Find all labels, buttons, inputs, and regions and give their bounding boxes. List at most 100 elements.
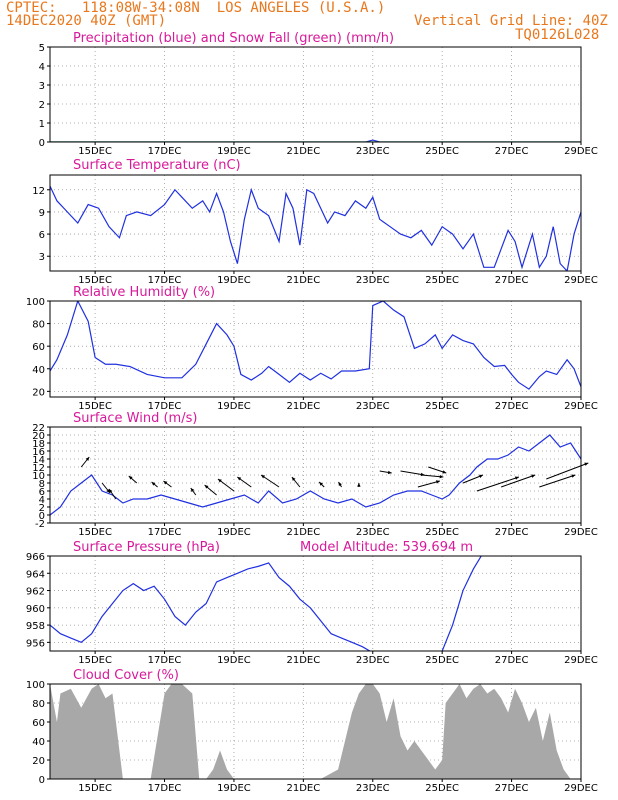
panel-title-precip: Precipitation (blue) and Snow Fall (gree…	[73, 31, 394, 46]
wind-arrow	[539, 474, 576, 488]
y-tick-label: 958	[26, 621, 45, 632]
y-tick-label: 22	[32, 423, 45, 434]
panel-frame	[49, 174, 582, 272]
x-tick-label: 23DEC	[356, 655, 390, 666]
series-line-wind-0	[50, 434, 581, 516]
panel-temp: 3 6 9 12 15DEC 17DEC 19DEC 21DEC 23DEC 25DEC 27DEC…	[32, 158, 598, 286]
y-tick-label: 6	[39, 487, 45, 498]
x-tick-label: 27DEC	[495, 401, 529, 412]
wind-arrowhead	[190, 488, 195, 492]
x-tick-label: 21DEC	[286, 275, 320, 286]
y-tick-label: 966	[26, 552, 45, 563]
y-tick-label: 3	[39, 252, 45, 263]
panel-title-rh: Relative Humidity (%)	[73, 285, 215, 300]
x-tick-label: 17DEC	[148, 655, 182, 666]
x-tick-label: 17DEC	[148, 401, 182, 412]
x-tick-label: 19DEC	[217, 146, 251, 157]
x-tick-label: 17DEC	[148, 527, 182, 538]
x-tick-label: 23DEC	[356, 527, 390, 538]
wind-arrowhead	[531, 474, 536, 478]
x-tick-label: 25DEC	[425, 401, 459, 412]
y-tick-label: 1	[39, 119, 45, 130]
station-header: CPTEC: 118:08W-34:08N LOS ANGELES (U.S.A…	[6, 0, 386, 16]
x-tick-label: 23DEC	[356, 275, 390, 286]
y-tick-label: 5	[39, 43, 45, 54]
y-tick-label: 20	[32, 387, 45, 398]
panel-frame	[49, 46, 582, 143]
x-tick-label: 15DEC	[78, 275, 112, 286]
y-tick-label: 9	[39, 208, 45, 219]
x-tick-label: 19DEC	[217, 275, 251, 286]
y-tick-label: 4	[39, 495, 45, 506]
x-tick-label: 17DEC	[148, 146, 182, 157]
panel-title-pres: Surface Pressure (hPa)	[73, 540, 220, 555]
wind-arrowhead	[237, 477, 242, 481]
wind-arrowhead	[261, 475, 266, 479]
x-tick-label: 29DEC	[564, 527, 598, 538]
panel-subtitle-pres: Model Altitude: 539.694 m	[300, 540, 473, 555]
y-tick-label: 60	[32, 342, 45, 353]
y-tick-label: 20	[32, 756, 45, 767]
x-tick-label: 25DEC	[425, 783, 459, 794]
x-tick-label: 17DEC	[148, 275, 182, 286]
y-tick-label: 0	[39, 511, 45, 522]
panel-title-wind: Surface Wind (m/s)	[73, 411, 197, 426]
x-tick-label: 29DEC	[564, 783, 598, 794]
y-tick-label: 0	[39, 775, 45, 786]
panel-title-cloud: Cloud Cover (%)	[73, 668, 179, 683]
grid-note: Vertical Grid Line: 40Z	[414, 13, 608, 29]
y-tick-label: 4	[39, 62, 45, 73]
wind-arrowhead	[338, 482, 342, 486]
wind-arrowhead	[357, 483, 361, 487]
series-line-rh-0	[50, 301, 581, 390]
panel-pres: 956 958 960 962 964 966 15DEC 17DEC 19DEC 21DEC 23…	[26, 540, 598, 666]
x-tick-label: 23DEC	[356, 146, 390, 157]
series-line-precip-0	[50, 139, 581, 142]
x-tick-label: 23DEC	[356, 783, 390, 794]
wind-arrowhead	[514, 476, 519, 480]
y-tick-label: 16	[32, 447, 45, 458]
wind-arrowhead	[439, 474, 444, 479]
x-tick-label: 27DEC	[495, 527, 529, 538]
wind-arrowhead	[108, 489, 113, 493]
y-tick-label: 962	[26, 587, 45, 598]
y-tick-label: 960	[26, 604, 45, 615]
wind-arrow	[417, 480, 441, 488]
panel-rh: 20 40 60 80 100 15DEC 17DEC 19DEC 21DEC 23DEC 25DE…	[26, 285, 598, 412]
x-tick-label: 21DEC	[286, 401, 320, 412]
wind-arrowhead	[217, 479, 222, 483]
wind-arrowhead	[85, 457, 90, 461]
x-tick-label: 25DEC	[425, 527, 459, 538]
x-tick-label: 15DEC	[78, 783, 112, 794]
x-tick-label: 23DEC	[356, 401, 390, 412]
wind-arrow	[400, 470, 425, 476]
y-tick-label: 18	[32, 439, 45, 450]
y-tick-label: 80	[32, 699, 45, 710]
wind-arrowhead	[442, 470, 447, 474]
x-tick-label: 15DEC	[78, 527, 112, 538]
wind-arrow	[421, 474, 444, 478]
panel-frame	[49, 300, 582, 398]
y-tick-label: 12	[32, 186, 45, 197]
wind-arrowhead	[163, 481, 168, 485]
y-tick-label: 60	[32, 718, 45, 729]
panel-cloud: 0 20 40 60 80 100 15DEC 17DEC 19DEC 21DEC 23DEC 25D…	[26, 668, 598, 794]
panel-frame	[49, 683, 582, 780]
x-tick-label: 29DEC	[564, 655, 598, 666]
y-tick-label: 12	[32, 463, 45, 474]
x-tick-label: 19DEC	[217, 401, 251, 412]
y-tick-label: 40	[32, 365, 45, 376]
y-tick-label: -2	[35, 519, 45, 530]
panel-frame	[49, 555, 582, 652]
wind-arrow	[476, 476, 520, 492]
wind-arrowhead	[387, 470, 392, 475]
wind-arrow	[260, 474, 280, 488]
x-tick-label: 19DEC	[217, 655, 251, 666]
x-tick-label: 25DEC	[425, 146, 459, 157]
x-tick-label: 15DEC	[78, 401, 112, 412]
y-tick-label: 100	[26, 297, 45, 308]
wind-arrowhead	[291, 477, 296, 481]
y-tick-label: 14	[32, 455, 45, 466]
